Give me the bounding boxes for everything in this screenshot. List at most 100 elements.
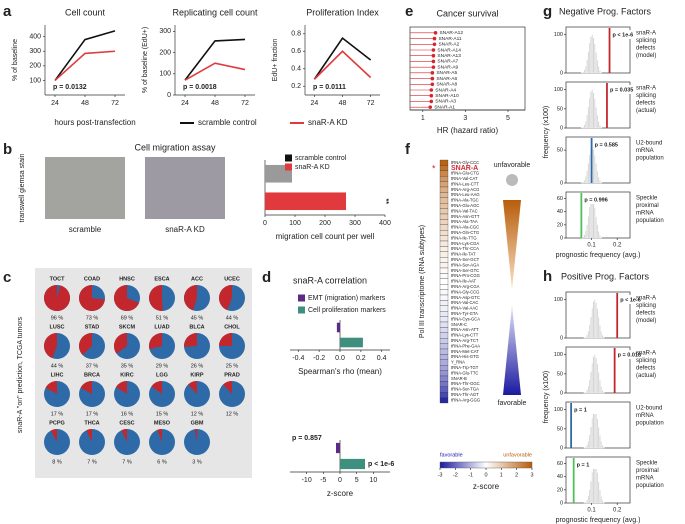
hist-bar — [602, 392, 605, 394]
y-tick-label: 0 — [560, 335, 563, 341]
pie-label: LUAD — [154, 324, 169, 330]
pie-value: 25 % — [226, 363, 239, 369]
row-label: tRNA-Ser-GTC — [451, 268, 479, 273]
hist-bar — [585, 336, 587, 339]
chart-title: snaR-A correlation — [293, 275, 367, 285]
pie-value: 7 % — [87, 459, 97, 465]
row-label: tRNA-Gly-CCG — [451, 289, 479, 294]
y-tick-label: 100 — [554, 352, 563, 358]
heat-cell — [439, 251, 449, 258]
subplot-label: population — [636, 483, 664, 489]
subplot-label: Speckle — [636, 196, 658, 202]
hist-bar — [600, 237, 602, 239]
hist-bar — [601, 390, 604, 394]
hist-bar — [588, 379, 591, 394]
bar — [340, 337, 363, 348]
y-tick-label: 0.2 — [291, 83, 301, 90]
dot-label: SNAR-A4 — [435, 87, 456, 93]
pie-on — [188, 381, 197, 394]
panel-letter: e — [405, 3, 413, 20]
pie-label: HNSC — [119, 276, 135, 282]
heat-cell — [439, 381, 449, 387]
heat-cell — [439, 267, 449, 274]
subplot-label: mRNA — [636, 148, 654, 154]
hist-bar — [602, 502, 605, 504]
heat-cell — [439, 170, 449, 177]
x-axis-label: Spearman's rho (mean) — [298, 367, 382, 376]
hist-bar — [594, 354, 596, 394]
pie-on — [116, 381, 127, 394]
hist-bar — [595, 412, 597, 449]
dot — [429, 99, 434, 104]
hist-bar — [591, 362, 594, 394]
dot — [431, 65, 436, 69]
pie-value: 26 % — [191, 363, 204, 369]
pie-on — [149, 333, 162, 350]
row-label: tRNA-Ile-AAT — [451, 279, 476, 284]
hist-bar — [587, 51, 590, 74]
pie-value: 69 % — [121, 315, 134, 321]
row-label: tRNA-His-GTG — [451, 354, 479, 359]
hist-bar — [588, 324, 591, 339]
y-tick-label: 60 — [557, 461, 563, 467]
heat-cell — [439, 159, 449, 166]
hist-bar — [597, 317, 600, 339]
heat-cell — [439, 332, 449, 339]
pie-value: 16 % — [121, 411, 134, 417]
heat-cell — [439, 392, 449, 398]
hist-bar — [583, 69, 586, 74]
row-label: SNAR-A — [451, 165, 478, 172]
plot-frame — [409, 26, 526, 111]
hist-bar — [594, 155, 596, 184]
hist-bar — [591, 307, 594, 339]
x-tick-label: 0 — [263, 220, 267, 227]
pie-value: 44 % — [51, 363, 64, 369]
pie-on — [78, 333, 92, 355]
heat-cell — [439, 305, 449, 312]
dot — [429, 88, 434, 92]
subplot-label: splicing — [636, 358, 656, 364]
heat-cell — [439, 300, 449, 306]
pie-label: CESC — [119, 420, 134, 426]
highlight-marker: * — [432, 163, 436, 173]
x-tick-label: 72 — [367, 100, 375, 107]
hist-bar — [595, 216, 597, 239]
hist-bar — [591, 417, 594, 449]
pie-value: 17 % — [51, 411, 64, 417]
y-tick-label: 100 — [554, 297, 563, 303]
pie-label: SKCM — [119, 324, 136, 330]
x-tick-label: -0.4 — [292, 355, 304, 362]
row-label: tRNA-Arg-TCT — [451, 338, 479, 343]
x-axis-label: prognostic frequency (avg.) — [556, 252, 641, 259]
y-tick-label: 40 — [557, 474, 563, 480]
hist-bar — [599, 180, 601, 184]
y-tick-label: 50 — [557, 106, 563, 112]
subplot-label: splicing — [636, 303, 656, 309]
y-tick-label: 400 — [29, 34, 41, 41]
hist-bar — [591, 198, 594, 239]
heat-cell — [439, 273, 449, 279]
pie-value: 35 % — [121, 363, 134, 369]
panel-letter: d — [262, 269, 271, 286]
p-value: p = 0.0018 — [183, 84, 217, 91]
heat-cell — [439, 375, 449, 382]
z-tick-label: 0 — [484, 472, 487, 478]
row-label: tRNA-Ala-TGC — [451, 198, 479, 203]
hist-bar — [599, 125, 601, 129]
y-tick-label: 20 — [557, 222, 563, 228]
pie-label: UCEC — [224, 276, 240, 282]
subplot-label: snaR-A — [636, 86, 656, 92]
legend-swatch — [298, 306, 305, 314]
hist-bar — [595, 302, 597, 339]
x-tick-label: -10 — [302, 477, 312, 484]
x-tick-label: 0.2 — [356, 355, 366, 362]
x-axis-label: migration cell count per well — [276, 232, 375, 241]
hist-bar — [587, 163, 590, 184]
heat-cell — [439, 165, 449, 171]
y-axis-label: % of baseline (EdU+) — [142, 27, 149, 93]
heat-cell — [439, 257, 449, 263]
row-label: tRNA-Glu-AGC — [451, 203, 479, 208]
p-box — [619, 295, 646, 304]
hist-bar — [588, 154, 591, 184]
p-value: p = 0.035 — [610, 87, 633, 93]
